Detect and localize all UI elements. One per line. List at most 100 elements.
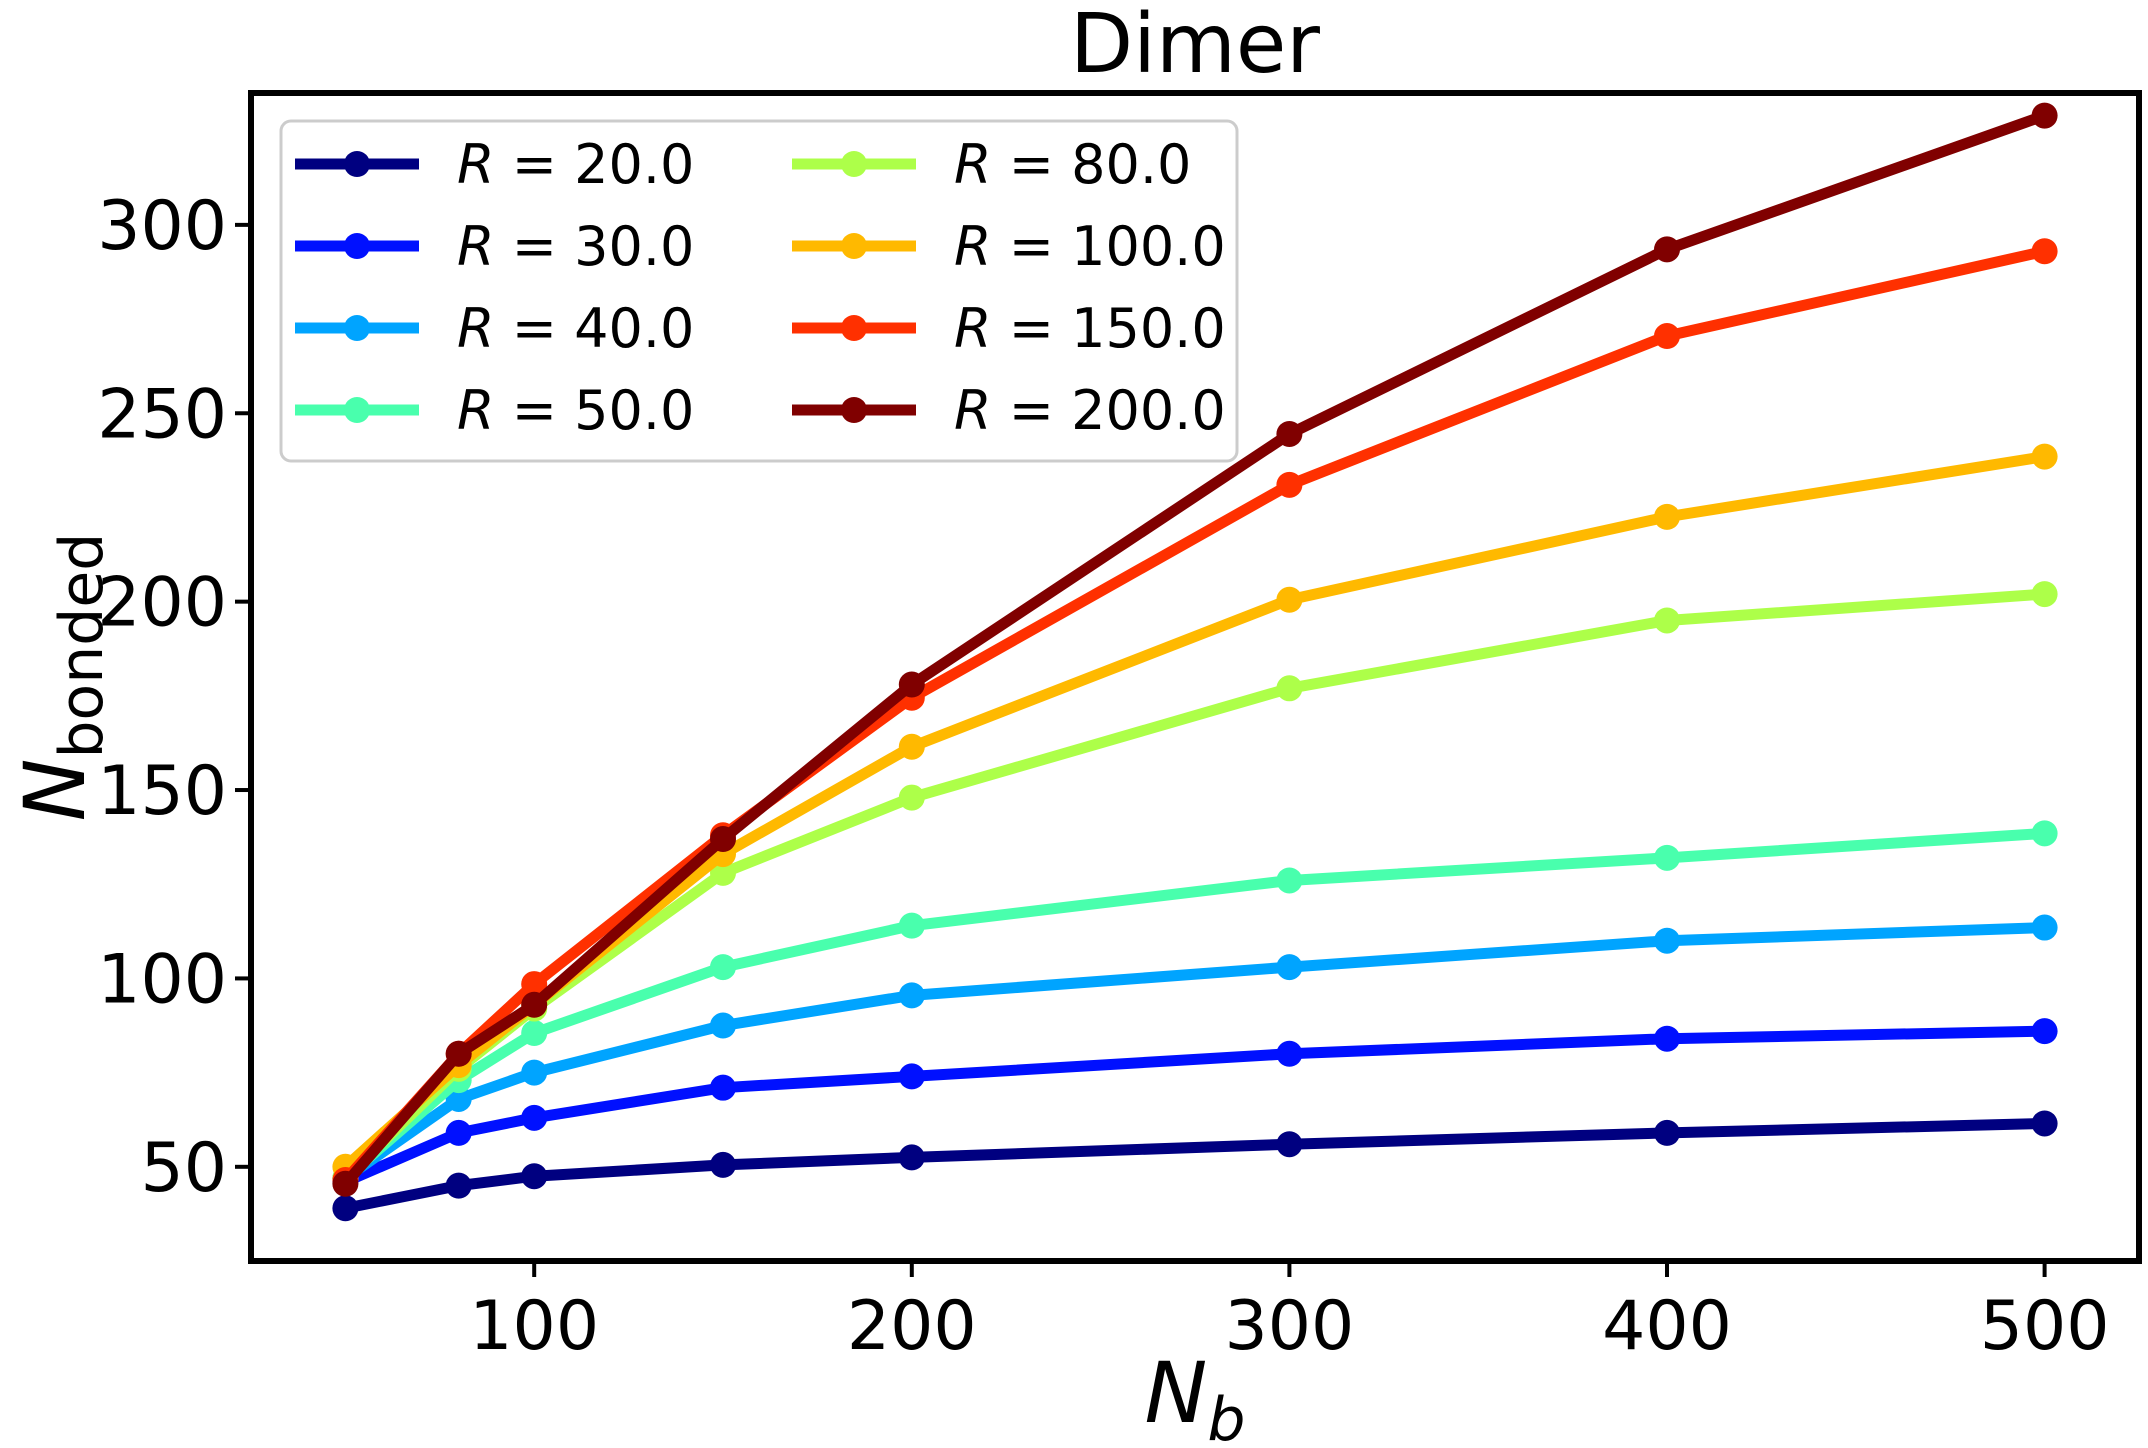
data-point [521,1020,548,1047]
series-4 [332,581,2058,1192]
series-5 [332,443,2058,1180]
data-point [445,1172,472,1199]
data-point [710,1074,736,1101]
data-point [898,1144,925,1171]
legend-label: R = 50.0 [457,379,694,442]
x-axis-label-sub: b [1207,1385,1245,1448]
legend-frame [279,119,1239,463]
data-point [2031,102,2058,129]
y-tick-label: 300 [97,187,227,266]
data-point [710,954,736,981]
data-point [898,784,925,811]
x-tick-label: 200 [847,1287,977,1366]
data-point [1276,586,1303,613]
legend-entry: R = 150.0 [792,297,1226,360]
data-point [1654,844,1680,871]
data-point [1276,420,1303,447]
legend-swatch-marker [344,233,370,259]
legend-label: R = 80.0 [954,133,1191,196]
legend-entry: R = 80.0 [792,133,1191,196]
series-line [339,922,2051,1184]
data-point [710,859,736,886]
data-point [521,1163,548,1190]
series-line [339,110,2051,1190]
data-point [898,733,925,760]
data-point [1654,1025,1680,1052]
x-axis-label-main: N [1145,1344,1208,1442]
legend-label: R = 20.0 [457,133,694,196]
legend-swatch-marker [841,397,867,423]
legend-swatch-marker [841,315,867,341]
data-point [1654,323,1680,350]
x-axis-label: Nb [1145,1344,1246,1448]
data-point [1654,1119,1680,1146]
data-point [1276,954,1303,981]
data-point [1276,675,1303,702]
data-point [1276,867,1303,894]
y-axis: 50 100 150 200 250 300 [97,187,251,1208]
legend: R = 20.0 R = 30.0 R = 40.0 R = 50.0 R = 80.0… [279,119,1239,463]
data-point [2031,581,2058,608]
data-point [2031,1018,2058,1045]
y-tick-label: 150 [97,752,227,831]
y-tick-label: 100 [97,940,227,1019]
data-point [2031,1110,2058,1137]
legend-entry: R = 20.0 [295,133,694,196]
legend-swatch-marker [841,151,867,177]
data-point [521,991,548,1018]
y-axis-label: Nbonded [6,533,117,822]
data-point [1654,236,1680,263]
legend-entry: R = 40.0 [295,297,694,360]
y-tick-label: 50 [140,1129,227,1208]
x-tick-label: 100 [469,1287,599,1366]
series-3 [332,820,2058,1192]
legend-label: R = 150.0 [954,297,1226,360]
legend-entry: R = 50.0 [295,379,694,442]
y-tick-label: 200 [97,564,227,643]
x-tick-label: 400 [1602,1287,1732,1366]
y-axis-label-main: N [6,759,104,822]
legend-label: R = 100.0 [954,215,1226,278]
x-tick-label: 500 [1980,1287,2110,1366]
data-point [445,1040,472,1067]
series-line [339,1117,2051,1214]
data-point [2031,914,2058,941]
data-point [445,1119,472,1146]
legend-entry: R = 200.0 [792,379,1226,442]
data-point [1276,1131,1303,1158]
data-point [1276,471,1303,498]
data-point [1654,607,1680,634]
legend-swatch-marker [344,315,370,341]
x-tick-label: 300 [1225,1287,1355,1366]
data-point [1654,503,1680,530]
data-point [898,912,925,939]
legend-entry: R = 30.0 [295,215,694,278]
series-layer [332,102,2058,1222]
data-point [2031,443,2058,470]
legend-entry: R = 100.0 [792,215,1226,278]
legend-label: R = 30.0 [457,215,694,278]
series-0 [332,1110,2058,1222]
y-axis-label-sub: bonded [47,533,117,759]
data-point [1654,927,1680,954]
data-point [1276,1040,1303,1067]
data-point [710,1012,736,1039]
data-point [521,1059,548,1086]
data-point [2031,238,2058,265]
y-tick-label: 250 [97,375,227,454]
data-point [898,671,925,698]
data-point [521,1104,548,1131]
plot-frame [248,90,2142,1264]
series-line [339,588,2051,1184]
legend-swatch-marker [344,397,370,423]
series-7 [332,102,2058,1197]
chart-title: Dimer [1070,0,1320,92]
legend-swatch-marker [344,151,370,177]
data-point [710,826,736,853]
data-point [521,971,548,998]
legend-label: R = 40.0 [457,297,694,360]
legend-label: R = 200.0 [954,379,1226,442]
series-line [339,827,2051,1184]
data-point [710,1151,736,1178]
